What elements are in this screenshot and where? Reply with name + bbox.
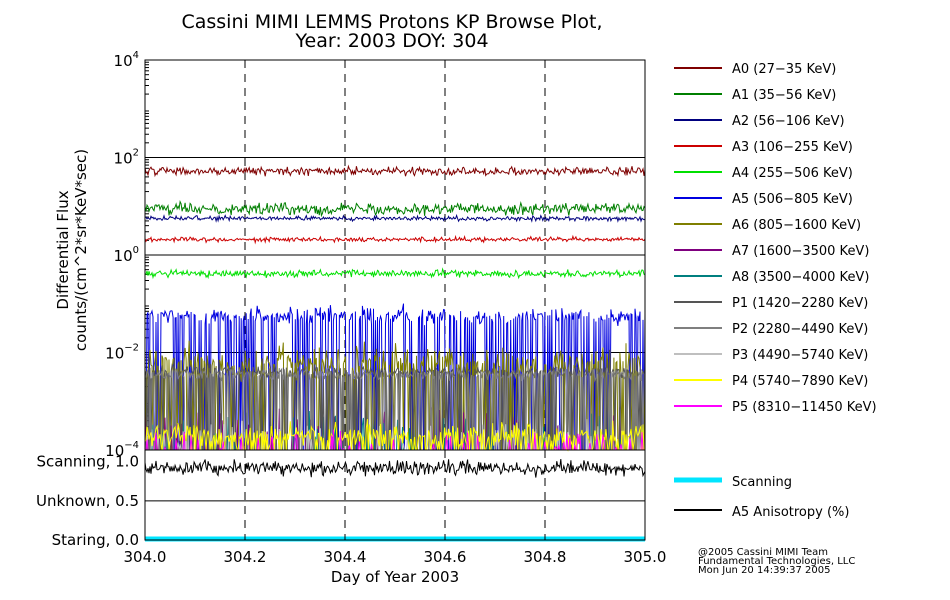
footer-line: @2005 Cassini MIMI Team — [698, 547, 828, 558]
x-axis-ticks: 304.0 304.2 304.4 304.6 304.8 305.0 — [124, 535, 667, 566]
legend-label: A7 (1600−3500 KeV) — [732, 244, 869, 259]
mode-y-label: Scanning, 1.0 — [36, 453, 139, 471]
mode-legend: Scanning A5 Anisotropy (%) — [674, 475, 849, 520]
chart-title-line1: Cassini MIMI LEMMS Protons KP Browse Plo… — [181, 11, 602, 33]
mode-gridlines — [145, 450, 645, 540]
anisotropy-line — [144, 458, 646, 478]
legend-label: A2 (56−106 KeV) — [732, 114, 845, 129]
mode-panel: Scanning, 1.0 Unknown, 0.5 Staring, 0.0 — [36, 449, 646, 549]
footer-line: Fundamental Technologies, LLC — [698, 556, 855, 567]
legend-label: A3 (106−255 KeV) — [732, 140, 853, 155]
legend-label: A1 (35−56 KeV) — [732, 88, 836, 103]
legend-label: A0 (27−35 KeV) — [732, 62, 836, 77]
legend-label: P2 (2280−4490 KeV) — [732, 322, 868, 337]
y-axis-label-line1: Differential Flux — [54, 190, 72, 309]
legend-label: P4 (5740−7890 KeV) — [732, 374, 868, 389]
x-tick-label: 305.0 — [624, 548, 667, 566]
legend-label: A5 Anisotropy (%) — [732, 505, 849, 520]
mode-panel-frame — [144, 449, 646, 541]
flux-series — [144, 164, 646, 452]
legend-label: P3 (4490−5740 KeV) — [732, 348, 868, 363]
y-axis-label-line2: counts/(cm^2*sr*KeV*sec) — [72, 149, 90, 351]
legend-label: A4 (255−506 KeV) — [732, 166, 853, 181]
mode-y-label: Staring, 0.0 — [52, 531, 139, 549]
series-line — [144, 366, 646, 451]
legend-label: P1 (1420−2280 KeV) — [732, 296, 868, 311]
series-line — [144, 267, 646, 280]
y-tick-label: 104 — [114, 50, 139, 70]
flux-y-ticks: 104 102 100 10−2 10−4 — [105, 50, 139, 460]
x-tick-label: 304.2 — [224, 548, 267, 566]
series-line — [145, 303, 646, 451]
series-line — [144, 199, 646, 218]
legend-label: A8 (3500−4000 KeV) — [732, 270, 869, 285]
y-tick-label: 102 — [114, 148, 139, 168]
series-line — [144, 164, 646, 178]
series-line — [144, 340, 646, 451]
mode-y-labels: Scanning, 1.0 Unknown, 0.5 Staring, 0.0 — [36, 453, 139, 549]
series-line — [145, 213, 646, 223]
x-axis-label: Day of Year 2003 — [331, 568, 459, 586]
legend: A0 (27−35 KeV) A1 (35−56 KeV) A2 (56−106 K… — [674, 62, 877, 415]
legend-label: Scanning — [732, 475, 792, 490]
series-line — [144, 234, 646, 245]
mode-series — [144, 458, 646, 542]
y-tick-label: 10−4 — [105, 440, 139, 460]
legend-label: A5 (506−805 KeV) — [732, 192, 853, 207]
x-tick-label: 304.4 — [324, 548, 367, 566]
mode-y-label: Unknown, 0.5 — [36, 492, 139, 510]
legend-label: A6 (805−1600 KeV) — [732, 218, 861, 233]
x-tick-label: 304.0 — [124, 548, 167, 566]
footer-line: Mon Jun 20 14:39:37 2005 — [698, 565, 831, 576]
y-tick-label: 10−2 — [105, 343, 139, 363]
series-line — [144, 419, 645, 452]
x-tick-label: 304.8 — [524, 548, 567, 566]
chart-title-line2: Year: 2003 DOY: 304 — [294, 30, 488, 52]
y-tick-label: 100 — [114, 245, 139, 265]
legend-label: P5 (8310−11450 KeV) — [732, 400, 877, 415]
flux-panel: 104 102 100 10−2 10−4 — [105, 50, 646, 460]
x-tick-label: 304.6 — [424, 548, 467, 566]
